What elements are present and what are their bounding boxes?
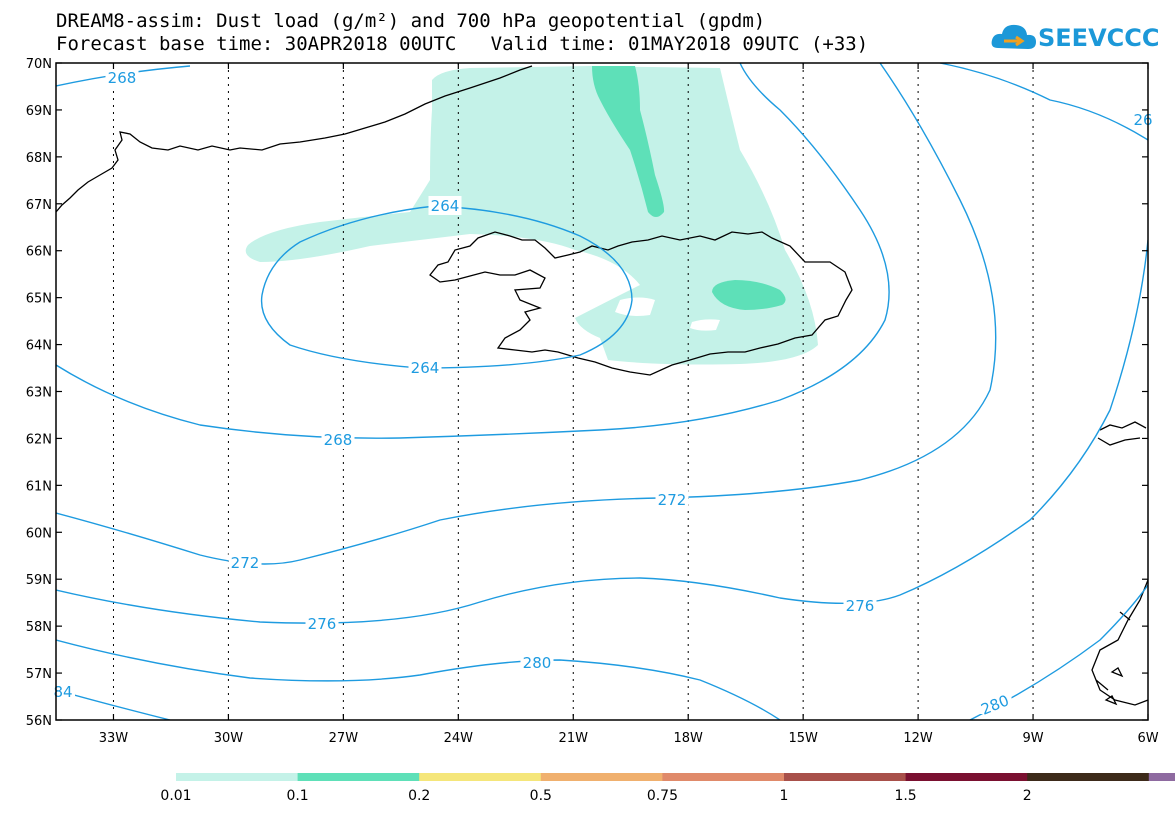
contour-label-bg: [105, 68, 139, 87]
contour-label-bg: [321, 430, 355, 449]
colorbar-label: 0.5: [530, 788, 552, 804]
colorbar-swatch: [1148, 773, 1175, 781]
dust-load-light: [245, 66, 818, 365]
lat-tick-label: 63N: [26, 386, 52, 401]
lat-tick-label: 67N: [26, 198, 52, 213]
contour-label-bg: [305, 614, 339, 633]
colorbar-swatch: [176, 773, 299, 781]
colorbar-swatch: [540, 773, 663, 781]
lon-tick-label: 9W: [1022, 731, 1043, 746]
colorbar-swatch: [419, 773, 542, 781]
contour-label: 276: [308, 615, 337, 633]
lon-tick-label: 27W: [329, 731, 359, 746]
contour-label-bg: [428, 196, 462, 215]
lon-tick-label: 12W: [903, 731, 933, 746]
contour-label-bg: [228, 553, 262, 572]
lon-tick-label: 21W: [559, 731, 589, 746]
lon-tick-label: 15W: [788, 731, 818, 746]
contour-label: 272: [658, 491, 687, 509]
contour-label: 26: [1133, 111, 1152, 129]
colorbar-swatch: [297, 773, 420, 781]
contour-label: 264: [431, 197, 460, 215]
logo-text: SEEVCCC: [1038, 24, 1160, 52]
colorbar-swatch: [1027, 773, 1150, 781]
contour-label-bg: [520, 653, 554, 672]
contour-label-bg: [1131, 110, 1155, 129]
dust-load-medium: [592, 66, 786, 310]
dust-gaps: [615, 297, 720, 331]
lon-tick-label: 30W: [214, 731, 244, 746]
longitude-axis: 33W 30W 27W 24W 21W 18W 15W 12W 9W 6W: [99, 63, 1159, 746]
lat-tick-label: 64N: [26, 339, 52, 354]
colorbar-label: 1.5: [894, 788, 916, 804]
colorbar-label: 0.2: [408, 788, 430, 804]
colorbar-label: 0.75: [647, 788, 678, 804]
coastlines: [56, 65, 1148, 706]
lat-tick-label: 61N: [26, 479, 52, 494]
contour-label-bg: [843, 596, 877, 615]
map-title-line1: DREAM8-assim: Dust load (g/m²) and 700 h…: [56, 10, 766, 32]
lat-tick-label: 58N: [26, 620, 52, 635]
seevccc-logo: SEEVCCC: [990, 18, 1160, 58]
contour-label: 268: [108, 69, 137, 87]
contour-label: 272: [231, 554, 260, 572]
lat-tick-label: 65N: [26, 292, 52, 307]
map-title-line2: Forecast base time: 30APR2018 00UTC Vali…: [56, 33, 869, 55]
lat-tick-label: 56N: [26, 714, 52, 729]
colorbar-label: 0.01: [160, 788, 191, 804]
contour-label: 268: [324, 431, 353, 449]
contour-label-bg: [655, 490, 689, 509]
contour-label-bg: [51, 682, 75, 701]
colorbar: 0.01 0.1 0.2 0.5 0.75 1 1.5 2: [160, 773, 1175, 804]
colorbar-swatch: [662, 773, 785, 781]
colorbar-label: 0.1: [286, 788, 308, 804]
lon-tick-label: 24W: [444, 731, 474, 746]
lon-tick-label: 18W: [674, 731, 704, 746]
contour-label: 84: [53, 683, 72, 701]
lat-tick-label: 68N: [26, 151, 52, 166]
lat-tick-label: 57N: [26, 667, 52, 682]
lat-tick-label: 70N: [26, 57, 52, 72]
lat-tick-label: 59N: [26, 573, 52, 588]
lon-tick-label: 6W: [1137, 731, 1158, 746]
map-grid: [112, 63, 1034, 720]
colorbar-swatch: [784, 773, 907, 781]
lon-tick-label: 33W: [99, 731, 129, 746]
contour-label: 276: [846, 597, 875, 615]
cloud-icon: [991, 24, 1036, 49]
colorbar-label: 1: [780, 788, 789, 804]
contour-label: 264: [411, 359, 440, 377]
latitude-axis: 70N 69N 68N 67N 66N 65N 64N 63N 62N 61N 60N 59N 58N 5…: [26, 57, 1148, 729]
contour-label-bg: [408, 358, 442, 377]
contour-label-bg: [978, 695, 1012, 714]
lat-tick-label: 62N: [26, 432, 52, 447]
lat-tick-label: 69N: [26, 104, 52, 119]
colorbar-label: 2: [1023, 788, 1032, 804]
lat-tick-label: 66N: [26, 245, 52, 260]
colorbar-swatch: [905, 773, 1028, 781]
contour-label: 280: [523, 654, 552, 672]
lat-tick-label: 60N: [26, 526, 52, 541]
